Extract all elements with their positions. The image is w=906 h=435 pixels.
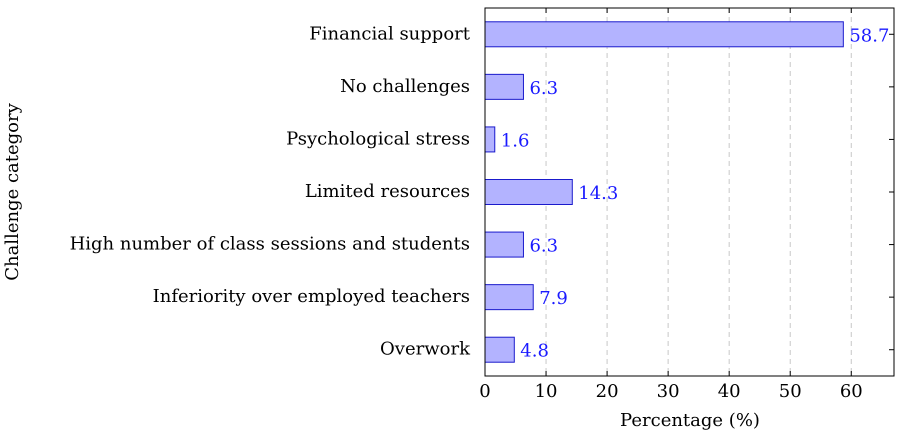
value-label: 6.3	[529, 78, 558, 99]
value-label: 7.9	[539, 288, 568, 309]
x-tick-label: 50	[779, 381, 802, 402]
bar	[484, 231, 524, 258]
x-axis-label: Percentage (%)	[620, 410, 760, 431]
y-tick-label: Financial support	[309, 23, 471, 44]
y-tick-label: Psychological stress	[286, 128, 470, 149]
y-tick-label: Overwork	[380, 339, 471, 360]
bar	[484, 284, 534, 311]
bar	[484, 126, 496, 153]
x-tick-label: 60	[840, 381, 863, 402]
value-label: 6.3	[529, 236, 558, 257]
value-label: 4.8	[520, 341, 549, 362]
value-label: 1.6	[501, 130, 530, 151]
x-tick-label: 10	[535, 381, 558, 402]
value-label: 14.3	[578, 183, 618, 204]
y-axis-label: Challenge category	[2, 102, 23, 280]
bar	[484, 179, 573, 205]
bar	[484, 336, 515, 363]
x-tick-label: 20	[596, 381, 619, 402]
y-tick-label: High number of class sessions and studen…	[70, 234, 470, 255]
y-tick-label: No challenges	[340, 76, 470, 97]
bar	[484, 21, 844, 48]
bar	[484, 73, 524, 100]
x-tick-label: 30	[657, 381, 680, 402]
value-label: 58.7	[849, 25, 889, 46]
y-tick-label: Inferiority over employed teachers	[153, 286, 470, 307]
x-tick-label: 40	[718, 381, 741, 402]
x-tick-label: 0	[479, 381, 490, 402]
plot-frame	[484, 7, 895, 377]
y-tick-label: Limited resources	[305, 181, 470, 202]
